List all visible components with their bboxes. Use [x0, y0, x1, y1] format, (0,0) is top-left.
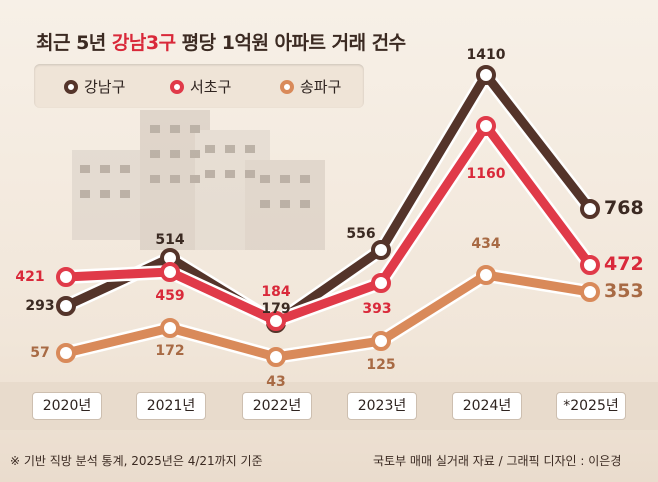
data-label: 184 — [261, 284, 290, 300]
data-label: 125 — [366, 357, 395, 373]
chart-title: 최근 5년 강남3구 평당 1억원 아파트 거래 건수 — [36, 32, 406, 54]
data-point — [56, 343, 76, 363]
footnote: ※ 기반 직방 분석 통계, 2025년은 4/21까지 기준 — [10, 454, 263, 468]
data-label: 353 — [604, 280, 644, 302]
legend-label: 강남구 — [84, 78, 126, 96]
data-point — [56, 267, 76, 287]
data-label: 768 — [604, 197, 644, 219]
data-label: 514 — [155, 232, 184, 248]
legend-item-seocho: 서초구 — [170, 76, 231, 97]
data-label: 43 — [266, 374, 285, 390]
series-line-2 — [64, 270, 591, 362]
legend: 강남구 서초구 송파구 — [34, 64, 364, 108]
data-point — [266, 347, 286, 367]
legend-marker-icon — [170, 79, 184, 94]
data-point — [476, 116, 496, 136]
data-label: 393 — [362, 301, 391, 317]
data-point — [371, 331, 391, 351]
x-tick-label: 2021년 — [136, 392, 206, 420]
data-point — [266, 311, 286, 331]
legend-label: 송파구 — [300, 78, 342, 96]
data-point — [580, 282, 600, 302]
x-tick-label: *2025년 — [556, 392, 626, 420]
data-point — [371, 240, 391, 260]
legend-item-songpa: 송파구 — [280, 76, 341, 97]
data-label: 179 — [261, 301, 290, 317]
data-point — [476, 265, 496, 285]
data-label: 421 — [15, 269, 44, 285]
data-point — [371, 273, 391, 293]
data-point — [160, 318, 180, 338]
data-label: 434 — [471, 236, 500, 252]
x-tick-label: 2023년 — [347, 392, 417, 420]
legend-marker-icon — [64, 79, 78, 94]
data-label: 1410 — [467, 47, 506, 63]
data-point — [56, 296, 76, 316]
legend-item-gangnam: 강남구 — [64, 76, 125, 97]
year-axis-strip — [0, 382, 658, 430]
data-label: 472 — [604, 253, 644, 275]
data-label: 57 — [30, 345, 49, 361]
legend-marker-icon — [280, 79, 294, 94]
data-label: 1160 — [467, 166, 506, 182]
x-tick-label: 2022년 — [242, 392, 312, 420]
data-label: 172 — [155, 343, 184, 359]
data-point — [580, 199, 600, 219]
data-label: 293 — [25, 298, 54, 314]
data-point — [160, 262, 180, 282]
data-label: 556 — [346, 226, 375, 242]
data-label: 459 — [155, 288, 184, 304]
legend-label: 서초구 — [190, 78, 232, 96]
series-line-1 — [65, 121, 594, 326]
data-point — [476, 65, 496, 85]
credit: 국토부 매매 실거래 자료 / 그래픽 디자인 : 이은경 — [373, 454, 622, 468]
x-tick-label: 2024년 — [452, 392, 522, 420]
x-tick-label: 2020년 — [32, 392, 102, 420]
data-point — [580, 255, 600, 275]
